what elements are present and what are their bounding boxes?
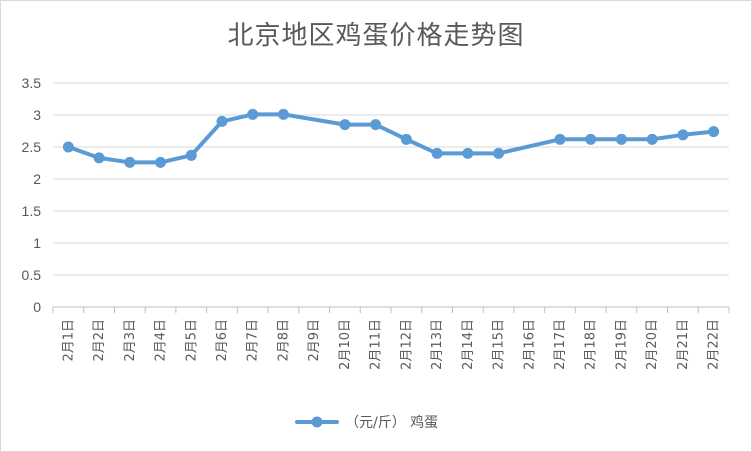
x-tick-label: 2月17日 xyxy=(553,319,568,370)
data-point xyxy=(585,133,597,145)
x-tick-label: 2月4日 xyxy=(154,319,169,362)
y-tick-label: 2.5 xyxy=(22,139,42,155)
x-tick-label: 2月22日 xyxy=(707,319,722,370)
data-point xyxy=(124,156,136,168)
data-point xyxy=(62,141,74,153)
legend-label: （元/斤） 鸡蛋 xyxy=(345,414,438,431)
data-point xyxy=(677,129,689,141)
data-point xyxy=(155,156,167,168)
x-tick-label: 2月3日 xyxy=(123,319,138,362)
chart-title: 北京地区鸡蛋价格走势图 xyxy=(227,21,525,51)
x-tick-label: 2月15日 xyxy=(492,319,507,370)
data-point xyxy=(277,108,289,120)
x-tick-label: 2月9日 xyxy=(307,319,322,362)
x-tick-label: 2月8日 xyxy=(276,319,291,362)
x-tick-label: 2月10日 xyxy=(338,319,353,370)
x-tick-label: 2月12日 xyxy=(399,319,414,370)
legend-marker xyxy=(311,416,323,428)
x-tick-label: 2月11日 xyxy=(369,319,384,370)
x-tick-label: 2月19日 xyxy=(614,319,629,370)
y-tick-label: 1.5 xyxy=(22,203,42,219)
y-tick-label: 0 xyxy=(33,299,41,315)
data-point xyxy=(462,147,474,159)
data-point xyxy=(216,115,228,127)
data-point xyxy=(493,147,505,159)
data-point xyxy=(554,133,566,145)
y-tick-label: 2 xyxy=(33,171,41,187)
data-point xyxy=(400,133,412,145)
y-tick-label: 3.5 xyxy=(22,75,42,91)
x-tick-label: 2月5日 xyxy=(184,319,199,362)
x-tick-label: 2月7日 xyxy=(246,319,261,362)
data-point xyxy=(615,133,627,145)
data-point xyxy=(247,108,259,120)
x-tick-label: 2月21日 xyxy=(676,319,691,370)
x-tick-label: 2月2日 xyxy=(92,319,107,362)
x-tick-label: 2月16日 xyxy=(522,319,537,370)
y-tick-label: 3 xyxy=(33,107,41,123)
x-tick-label: 2月18日 xyxy=(584,319,599,370)
data-point xyxy=(708,126,720,138)
x-tick-label: 2月13日 xyxy=(430,319,445,370)
data-point xyxy=(431,147,443,159)
y-tick-label: 0.5 xyxy=(22,267,42,283)
x-tick-label: 2月20日 xyxy=(645,319,660,370)
x-tick-label: 2月1日 xyxy=(61,319,76,362)
y-tick-label: 1 xyxy=(33,235,41,251)
x-tick-label: 2月14日 xyxy=(461,319,476,370)
data-point xyxy=(370,119,382,131)
data-point xyxy=(646,133,658,145)
data-point xyxy=(185,149,197,161)
data-point xyxy=(339,119,351,131)
data-point xyxy=(93,152,105,164)
x-tick-label: 2月6日 xyxy=(215,319,230,362)
